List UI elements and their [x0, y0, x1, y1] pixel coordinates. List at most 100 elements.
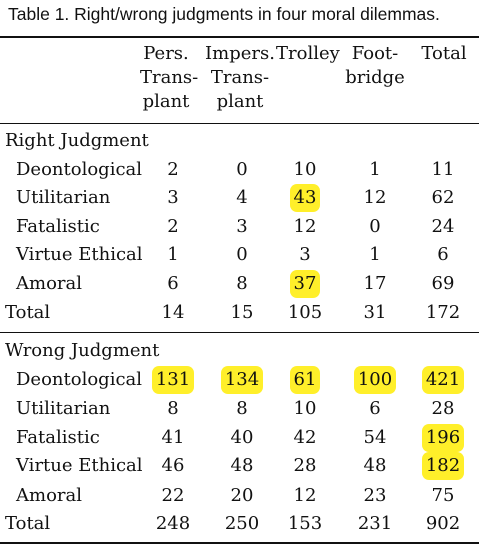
highlighted-value: 182 [421, 452, 465, 480]
column-header-trolley: Trolley [276, 43, 340, 64]
table-cell: 4 [236, 187, 248, 208]
row-label: Fatalistic [16, 427, 100, 448]
section-title-wrong: Wrong Judgment [5, 340, 160, 361]
table-cell: 37 [280, 270, 330, 298]
table-cell: 46 [161, 455, 185, 476]
table-cell: 8 [236, 398, 248, 419]
table-cell: 75 [431, 485, 455, 506]
table-cell: 24 [431, 216, 455, 237]
table-cell: 31 [363, 302, 387, 323]
row-label: Utilitarian [16, 398, 111, 419]
table-cell: 20 [230, 485, 254, 506]
table-cell: 3 [236, 216, 248, 237]
table-row: Deontological 2 0 10 1 11 [0, 156, 479, 184]
row-label: Amoral [16, 273, 82, 294]
row-label: Deontological [16, 159, 143, 180]
column-header-impers-transplant: Impers. Trans- plant [205, 43, 275, 112]
table-row-total: Total 248 250 153 231 902 [0, 510, 479, 538]
row-label: Amoral [16, 485, 82, 506]
table-row: Fatalistic 2 3 12 0 24 [0, 213, 479, 241]
column-header-pers-transplant: Pers. Trans- plant [140, 43, 199, 112]
table-cell: 1 [167, 244, 179, 265]
column-header-footbridge: Foot- bridge [345, 43, 405, 88]
row-label: Total [5, 513, 51, 534]
table-cell: 17 [363, 273, 387, 294]
table-cell: 42 [293, 427, 317, 448]
highlighted-value: 100 [353, 366, 397, 394]
table-cell: 69 [431, 273, 455, 294]
table-cell: 62 [431, 187, 455, 208]
table-cell: 421 [418, 366, 468, 394]
table-cell: 131 [148, 366, 198, 394]
highlighted-value: 43 [289, 184, 321, 212]
bottom-rule [0, 542, 479, 544]
table-cell: 2 [167, 159, 179, 180]
table-cell: 41 [161, 427, 185, 448]
table-cell: 248 [155, 513, 191, 534]
table-cell: 153 [287, 513, 323, 534]
table-cell: 15 [230, 302, 254, 323]
section-rule [0, 332, 479, 333]
table-cell: 28 [431, 398, 455, 419]
table-cell: 11 [431, 159, 455, 180]
table-cell: 0 [236, 159, 248, 180]
table-cell: 100 [350, 366, 400, 394]
table-cell: 43 [280, 184, 330, 212]
table-cell: 2 [167, 216, 179, 237]
table-cell: 250 [224, 513, 260, 534]
table-cell: 6 [437, 244, 449, 265]
table-cell: 0 [236, 244, 248, 265]
row-label: Virtue Ethical [16, 455, 143, 476]
table-cell: 48 [363, 455, 387, 476]
highlighted-value: 421 [421, 366, 465, 394]
top-rule [0, 36, 479, 38]
column-header-total: Total [421, 43, 467, 64]
table-cell: 10 [293, 159, 317, 180]
table-cell: 12 [293, 216, 317, 237]
table-cell: 14 [161, 302, 185, 323]
highlighted-value: 196 [421, 424, 465, 452]
table-cell: 12 [293, 485, 317, 506]
table-cell: 61 [280, 366, 330, 394]
table-row: Utilitarian 3 4 43 12 62 [0, 184, 479, 212]
table-row-total: Total 14 15 105 31 172 [0, 299, 479, 327]
table-cell: 54 [363, 427, 387, 448]
table-cell: 28 [293, 455, 317, 476]
table-cell: 12 [363, 187, 387, 208]
table-cell: 40 [230, 427, 254, 448]
table-row: Amoral 22 20 12 23 75 [0, 482, 479, 510]
table-row: Virtue Ethical 1 0 3 1 6 [0, 241, 479, 269]
table-cell: 6 [369, 398, 381, 419]
highlighted-value: 37 [289, 270, 321, 298]
highlighted-value: 131 [151, 366, 195, 394]
table-cell: 196 [418, 424, 468, 452]
row-label: Utilitarian [16, 187, 111, 208]
table-row: Virtue Ethical 46 48 28 48 182 [0, 452, 479, 480]
table-cell: 8 [167, 398, 179, 419]
table-row: Deontological 131 134 61 100 421 [0, 366, 479, 394]
table-cell: 172 [425, 302, 461, 323]
table-cell: 3 [299, 244, 311, 265]
row-label: Virtue Ethical [16, 244, 143, 265]
table-row: Amoral 6 8 37 17 69 [0, 270, 479, 298]
table-caption: Table 1. Right/wrong judgments in four m… [8, 4, 440, 24]
table-cell: 105 [287, 302, 323, 323]
table-cell: 231 [357, 513, 393, 534]
highlighted-value: 61 [289, 366, 321, 394]
row-label: Total [5, 302, 51, 323]
table-cell: 6 [167, 273, 179, 294]
table-row: Fatalistic 41 40 42 54 196 [0, 424, 479, 452]
table-cell: 1 [369, 244, 381, 265]
row-label: Deontological [16, 369, 143, 390]
table-cell: 48 [230, 455, 254, 476]
table-cell: 8 [236, 273, 248, 294]
table-cell: 22 [161, 485, 185, 506]
table-cell: 182 [418, 452, 468, 480]
table-cell: 3 [167, 187, 179, 208]
row-label: Fatalistic [16, 216, 100, 237]
table-cell: 0 [369, 216, 381, 237]
table-cell: 134 [217, 366, 267, 394]
table-cell: 1 [369, 159, 381, 180]
table-cell: 10 [293, 398, 317, 419]
section-title-right: Right Judgment [5, 130, 149, 151]
